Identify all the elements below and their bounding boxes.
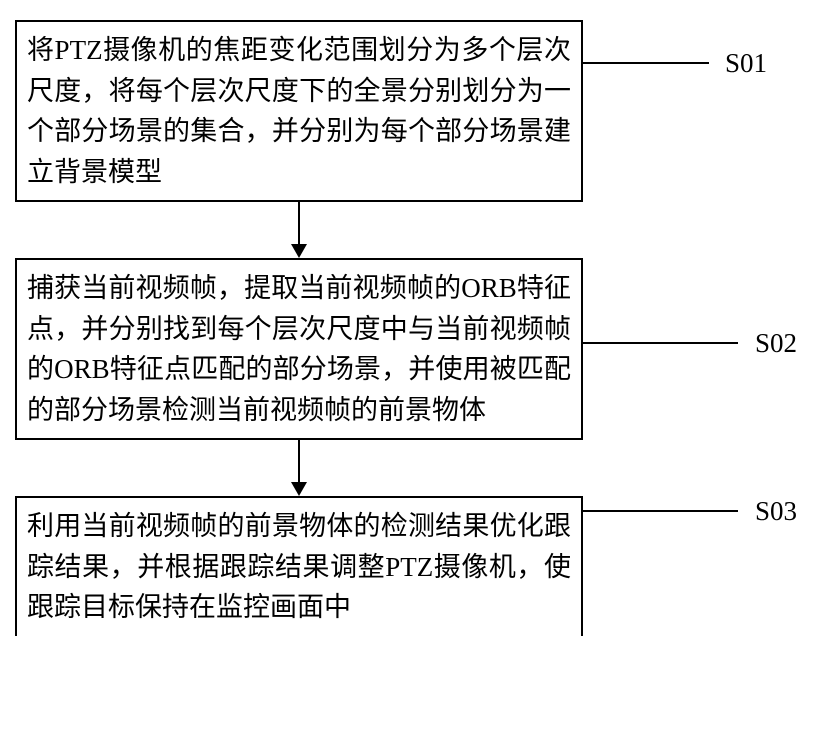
connector-s01 [583,62,709,64]
arrow-shaft [298,202,300,244]
arrow-s02-s03 [291,440,307,496]
step-wrapper-s03: 利用当前视频帧的前景物体的检测结果优化跟踪结果，并根据跟踪结果调整PTZ摄像机，… [15,496,583,636]
step-label-s01: S01 [725,48,767,79]
step-box-s01: 将PTZ摄像机的焦距变化范围划分为多个层次尺度，将每个层次尺度下的全景分别划分为… [15,20,583,202]
step-text-s02: 捕获当前视频帧，提取当前视频帧的ORB特征点，并分别找到每个层次尺度中与当前视频… [27,273,571,425]
connector-s02 [583,342,738,344]
arrow-s01-s02 [291,202,307,258]
step-text-s01: 将PTZ摄像机的焦距变化范围划分为多个层次尺度，将每个层次尺度下的全景分别划分为… [27,35,571,187]
step-text-s03: 利用当前视频帧的前景物体的检测结果优化跟踪结果，并根据跟踪结果调整PTZ摄像机，… [27,511,571,622]
step-label-s02: S02 [755,328,797,359]
step-wrapper-s02: 捕获当前视频帧，提取当前视频帧的ORB特征点，并分别找到每个层次尺度中与当前视频… [15,258,583,440]
arrow-shaft [298,440,300,482]
connector-s03 [583,510,738,512]
step-box-s02: 捕获当前视频帧，提取当前视频帧的ORB特征点，并分别找到每个层次尺度中与当前视频… [15,258,583,440]
step-box-s03: 利用当前视频帧的前景物体的检测结果优化跟踪结果，并根据跟踪结果调整PTZ摄像机，… [15,496,583,636]
step-wrapper-s01: 将PTZ摄像机的焦距变化范围划分为多个层次尺度，将每个层次尺度下的全景分别划分为… [15,20,583,202]
arrow-head-icon [291,482,307,496]
step-label-s03: S03 [755,496,797,527]
flowchart-container: 将PTZ摄像机的焦距变化范围划分为多个层次尺度，将每个层次尺度下的全景分别划分为… [15,20,839,636]
arrow-head-icon [291,244,307,258]
